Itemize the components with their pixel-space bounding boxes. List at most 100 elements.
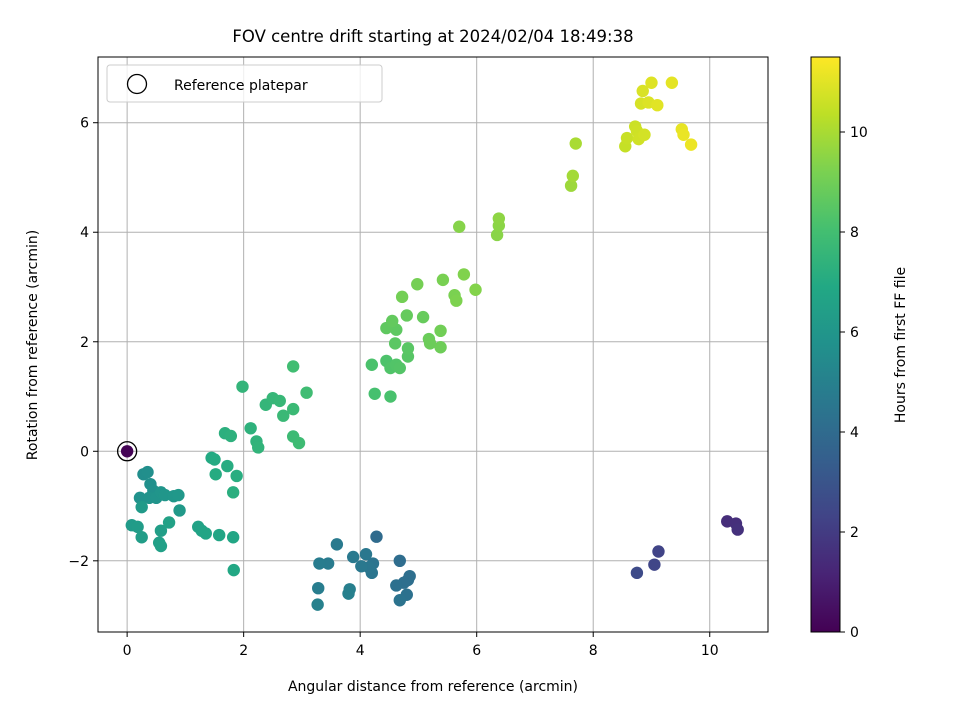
data-point [636,84,649,98]
data-point [645,76,658,89]
data-point [286,402,300,416]
data-point [162,516,176,529]
data-point [393,554,406,568]
data-point [386,314,399,328]
data-point [359,548,373,561]
data-point [411,278,424,291]
y-tick-label: 2 [80,335,89,351]
x-tick-label: 0 [123,643,132,659]
y-tick-label: −2 [68,554,89,570]
data-point [135,500,148,514]
data-point [652,545,665,558]
data-point [434,341,447,354]
data-point [457,268,471,281]
data-point [273,394,286,408]
data-point [199,527,212,540]
data-point [384,390,397,403]
data-point [154,524,168,537]
legend: Reference platepar [106,64,383,103]
colorbar-tick-label: 6 [850,325,859,341]
legend-box [106,64,383,103]
data-point [564,179,578,192]
data-point [390,579,403,592]
data-point [490,228,504,242]
x-tick-label: 4 [356,643,365,659]
colorbar-tick-label: 8 [850,225,859,241]
data-point [244,422,257,435]
data-point [355,560,368,573]
data-point [286,360,300,373]
reference-platepar-marker [116,441,138,462]
data-point [252,441,265,454]
x-axis-ticks: 0 2 4 6 8 10 [123,632,719,659]
data-point [401,342,415,355]
legend-entry-reference: Reference platepar [174,78,308,94]
data-point [395,290,409,304]
colorbar-label: Hours from first FF file [893,267,909,423]
data-point [226,531,240,544]
data-point [311,598,324,611]
colorbar-tick-label: 4 [850,425,859,441]
data-point [208,453,221,466]
y-axis-ticks: −2 0 2 4 6 [68,116,98,570]
x-tick-label: 6 [472,643,481,659]
colorbar-gradient [810,56,841,633]
data-point [292,436,306,450]
x-tick-label: 10 [701,643,719,659]
data-point [120,445,134,458]
y-axis-label: Rotation from reference (arcmin) [25,230,41,460]
data-point [173,504,186,517]
chart-title: FOV centre drift starting at 2024/02/04 … [232,27,633,46]
data-point [312,581,325,595]
data-point [342,587,355,600]
colorbar-ticks: 0 2 4 6 8 10 [840,125,868,641]
y-tick-label: 0 [80,444,89,460]
data-point [651,98,664,112]
data-point [230,469,243,483]
colorbar-tick-label: 10 [850,125,868,141]
data-point [209,468,222,481]
data-point [423,337,437,350]
data-point [368,387,381,400]
data-point [141,465,154,479]
data-point [393,361,406,375]
data-point [224,429,238,443]
data-point [393,594,406,607]
colorbar: 0 2 4 6 8 10 Hours from first FF file [810,56,909,641]
data-point [684,138,698,151]
data-point [330,538,344,551]
data-point [370,530,383,543]
data-point [365,358,379,371]
y-tick-label: 4 [80,225,89,241]
data-point [300,386,313,399]
data-point [436,273,450,287]
data-point [453,220,466,233]
data-point [313,557,326,570]
data-point [227,563,240,577]
data-point [133,491,147,505]
data-point [400,309,413,322]
reference-marker [116,441,138,462]
data-point [236,380,249,393]
data-point [566,169,580,183]
colorbar-tick-label: 2 [850,525,859,541]
data-point [226,486,240,499]
data-point [135,531,148,544]
data-point [212,528,226,542]
x-tick-label: 8 [589,643,598,659]
data-point [172,488,185,502]
data-points [120,76,744,611]
data-point [569,137,582,150]
data-point [665,76,679,89]
data-point [469,283,482,296]
data-point [221,459,234,473]
data-point [731,523,744,536]
data-point [131,520,144,534]
data-point [620,131,634,145]
x-tick-label: 2 [239,643,248,659]
data-point [277,409,290,422]
data-point [154,539,168,553]
data-point [648,558,661,571]
data-point [450,294,463,307]
